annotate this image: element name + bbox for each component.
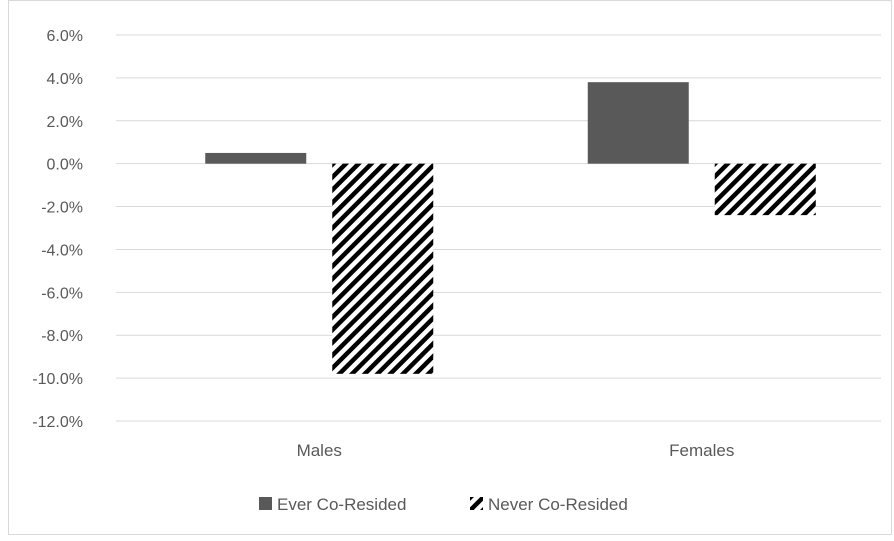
legend: Ever Co-Resided Never Co-Resided (259, 495, 628, 514)
legend-swatch-ever-co-resided (259, 497, 272, 510)
legend-label-never-co-resided: Never Co-Resided (488, 495, 628, 514)
legend-swatch-never-co-resided (470, 497, 483, 510)
y-tick-label: 4.0% (47, 71, 83, 88)
legend-label-ever-co-resided: Ever Co-Resided (277, 495, 406, 514)
y-axis-tick-labels: 6.0% 4.0% 2.0% 0.0% -2.0% -4.0% -6.0% -8.0% -10.… (32, 28, 83, 431)
y-tick-label: -10.0% (32, 371, 83, 388)
bar-ever-co-resided-males (205, 152, 307, 164)
chart-frame: 6.0% 4.0% 2.0% 0.0% -2.0% -4.0% -6.0% -8.0% -10.… (8, 0, 892, 535)
bar-chart: 6.0% 4.0% 2.0% 0.0% -2.0% -4.0% -6.0% -8.0% -10.… (32, 28, 881, 514)
y-tick-label: -8.0% (41, 328, 83, 345)
bars (205, 82, 816, 374)
x-tick-label: Females (669, 441, 734, 460)
bar-never-co-resided-males (332, 163, 434, 374)
x-tick-label: Males (297, 441, 342, 460)
y-tick-label: 6.0% (47, 28, 83, 45)
y-tick-label: -12.0% (32, 414, 83, 431)
y-tick-label: -2.0% (41, 200, 83, 217)
y-tick-label: 2.0% (47, 114, 83, 131)
gridlines (116, 34, 881, 422)
x-axis-tick-labels: Males Females (297, 441, 735, 460)
bar-ever-co-resided-females (587, 82, 689, 164)
bar-never-co-resided-females (714, 163, 816, 216)
y-tick-label: 0.0% (47, 157, 83, 174)
y-tick-label: -6.0% (41, 285, 83, 302)
y-tick-label: -4.0% (41, 242, 83, 259)
